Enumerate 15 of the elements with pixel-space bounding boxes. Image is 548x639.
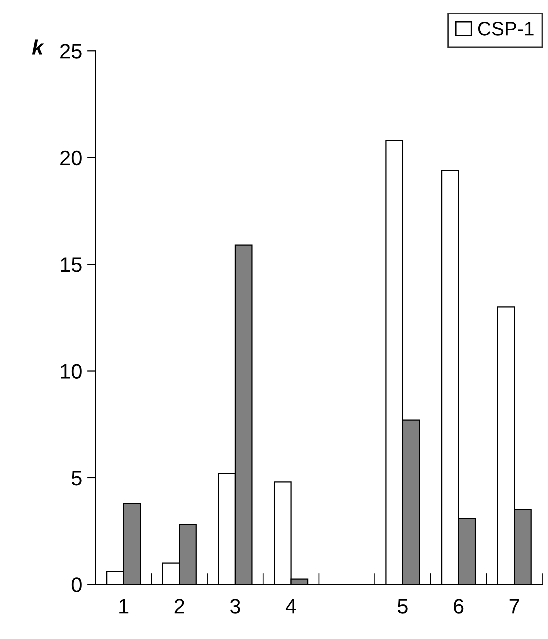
x-tick-label: 3 <box>230 599 240 614</box>
y-tick-label: 5 <box>72 471 82 486</box>
x-tick-label: 6 <box>454 599 464 614</box>
x-tick-label: 4 <box>286 599 296 614</box>
y-tick-label: 10 <box>61 364 82 380</box>
y-tick-label: 0 <box>72 578 82 592</box>
legend-label: CSP-1 <box>478 22 534 36</box>
y-axis-title: k <box>32 40 44 55</box>
x-tick-label: 7 <box>510 599 520 614</box>
x-tick-label: 1 <box>120 599 129 614</box>
x-tick-label: 5 <box>398 599 408 614</box>
x-tick-label: 2 <box>174 599 184 614</box>
y-tick-label: 25 <box>60 44 82 59</box>
y-tick-label: 20 <box>60 150 82 166</box>
y-tick-label: 15 <box>61 258 82 272</box>
